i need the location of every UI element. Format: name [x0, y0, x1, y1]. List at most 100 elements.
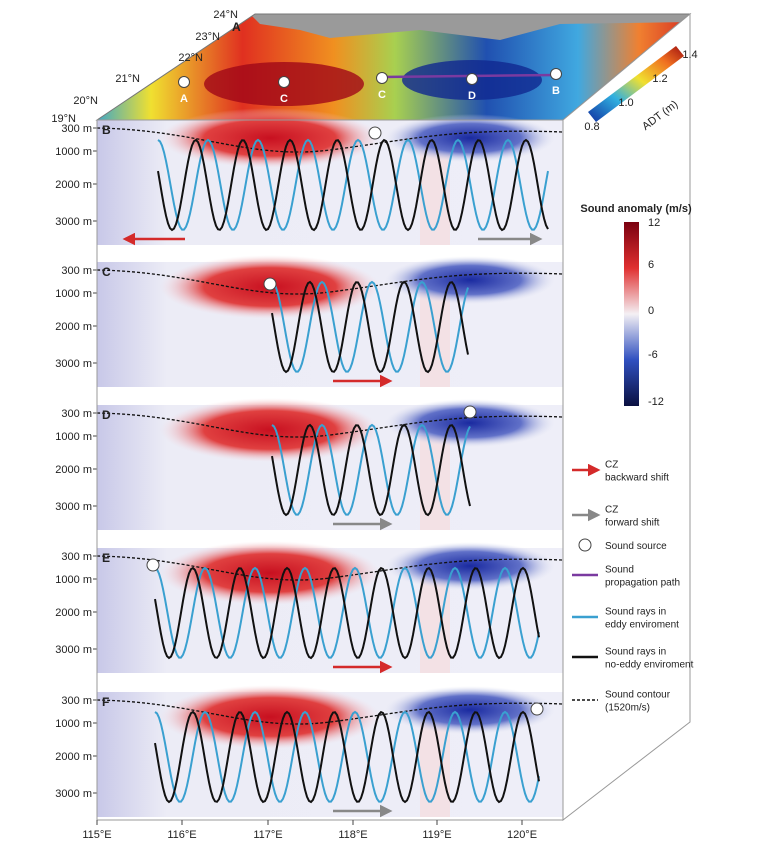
legend-text: Sound source	[605, 541, 667, 552]
depth-label: 1000 m	[55, 574, 92, 586]
legend-text: Sound rays in	[605, 647, 666, 658]
adt-tick: 1.2	[652, 73, 667, 85]
sound-ray	[157, 138, 549, 231]
depth-label: 300 m	[61, 408, 92, 420]
lat-label: 24°N	[213, 9, 238, 21]
legend-text: Sound contour	[605, 690, 671, 701]
sound-ray	[271, 280, 469, 373]
depth-label: 3000 m	[55, 788, 92, 800]
depth-label: 1000 m	[55, 431, 92, 443]
cold-eddy	[385, 114, 555, 162]
point-label: C	[280, 93, 288, 105]
anomaly-title: Sound anomaly (m/s)	[580, 203, 692, 215]
panel-label: C	[102, 265, 111, 279]
sound-contour	[96, 127, 564, 153]
lat-label: 22°N	[178, 52, 203, 64]
point-label: D	[468, 90, 476, 102]
sound-contour	[96, 699, 564, 725]
depth-label: 1000 m	[55, 718, 92, 730]
adt-tick: 1.0	[618, 97, 633, 109]
legend-text: CZ	[605, 460, 618, 471]
lon-label: 116°E	[167, 829, 196, 841]
warm-eddy	[160, 541, 380, 605]
legend-text: no-eddy enviroment	[605, 660, 694, 671]
anomaly-tick: 0	[648, 305, 654, 317]
map-point	[278, 76, 290, 88]
depth-label: 3000 m	[55, 501, 92, 513]
sound-ray	[154, 710, 540, 803]
panel-label: D	[102, 408, 111, 422]
map-point	[550, 68, 562, 80]
sound-ray	[154, 566, 540, 659]
legend-key	[578, 538, 592, 552]
sound-source	[368, 126, 382, 140]
point-label: A	[180, 93, 188, 105]
sound-contour	[96, 412, 564, 438]
depth-label: 2000 m	[55, 464, 92, 476]
warm-eddy	[160, 398, 380, 462]
panel-label: B	[102, 123, 111, 137]
adt-tick: 1.4	[682, 49, 697, 61]
sound-ray	[271, 423, 471, 517]
warm-eddy	[160, 685, 380, 749]
lon-label: 120°E	[507, 829, 537, 841]
depth-label: 2000 m	[55, 179, 92, 191]
sound-source	[463, 405, 477, 419]
depth-label: 300 m	[61, 695, 92, 707]
cold-eddy	[385, 542, 555, 590]
legend-text: Sound	[605, 565, 634, 576]
depth-label: 2000 m	[55, 751, 92, 763]
lat-label: 23°N	[195, 31, 220, 43]
map-point	[376, 72, 388, 84]
legend-text: forward shift	[605, 518, 660, 529]
front-outline	[96, 119, 564, 821]
legend-text: backward shift	[605, 473, 669, 484]
sound-ray	[157, 138, 549, 232]
shelf	[420, 722, 450, 817]
shelf	[420, 435, 450, 530]
depth-label: 1000 m	[55, 288, 92, 300]
sound-ray	[154, 710, 540, 804]
anomaly-tick: 12	[648, 217, 660, 229]
shelf	[420, 292, 450, 387]
sound-source	[146, 558, 160, 572]
anomaly-tick: 6	[648, 259, 654, 271]
lon-label: 117°E	[253, 829, 282, 841]
depth-label: 300 m	[61, 123, 92, 135]
sound-ray	[154, 566, 540, 660]
lon-label: 118°E	[338, 829, 367, 841]
panel-label: F	[102, 695, 109, 709]
depth-label: 2000 m	[55, 321, 92, 333]
point-label: B	[552, 85, 560, 97]
cold-eddy	[385, 686, 555, 734]
panel-label: E	[102, 551, 110, 565]
shelf	[420, 578, 450, 673]
legend-text: (1520m/s)	[605, 703, 650, 714]
depth-label: 1000 m	[55, 146, 92, 158]
adt-colorbar	[588, 46, 684, 122]
map-point	[466, 73, 478, 85]
legend-text: Sound rays in	[605, 607, 666, 618]
sound-source	[530, 702, 544, 716]
map-point	[178, 76, 190, 88]
lat-label: 20°N	[73, 95, 98, 107]
panel-label: A	[232, 20, 241, 34]
sound-source	[263, 277, 277, 291]
depth-label: 300 m	[61, 551, 92, 563]
depth-label: 3000 m	[55, 644, 92, 656]
legend-text: CZ	[605, 505, 618, 516]
point-label: C	[378, 89, 386, 101]
adt-map	[97, 14, 690, 120]
lon-label: 115°E	[82, 829, 111, 841]
legend-text: eddy enviroment	[605, 620, 679, 631]
lon-label: 119°E	[422, 829, 451, 841]
depth-label: 3000 m	[55, 216, 92, 228]
sound-ray	[271, 280, 469, 374]
anomaly-tick: -12	[648, 396, 664, 408]
depth-label: 3000 m	[55, 358, 92, 370]
depth-label: 300 m	[61, 265, 92, 277]
anomaly-colorbar	[624, 222, 639, 406]
sound-contour	[96, 269, 564, 295]
adt-tick: 0.8	[584, 121, 599, 133]
